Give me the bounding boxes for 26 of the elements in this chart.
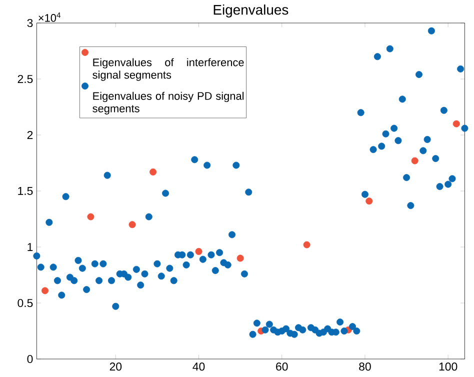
y-tick-label: 1.5	[18, 187, 33, 195]
x-tick-label: 60	[276, 362, 288, 371]
point	[128, 221, 136, 228]
legend-label: Eigenvalues of interference signal segments	[92, 58, 244, 81]
point	[42, 287, 49, 294]
point	[236, 254, 244, 262]
y-tick-label: 0.5	[18, 298, 33, 308]
y-tick-label: 1	[28, 243, 33, 251]
point	[303, 241, 310, 248]
x-tick-label: 40	[192, 362, 205, 371]
x-tick-label: 100	[439, 362, 458, 371]
legend-label: Eigenvalues of noisy PD signal segments	[92, 92, 244, 114]
point	[452, 120, 460, 128]
point	[87, 213, 94, 220]
text: ×10$^{4}$	[38, 12, 61, 22]
point	[366, 198, 373, 205]
chart-title: Eigenvalues	[214, 4, 288, 18]
x-tick-label: 80	[359, 362, 371, 371]
point	[150, 168, 157, 176]
y-tick-label: 3	[27, 18, 33, 28]
point	[411, 157, 418, 164]
point	[195, 248, 202, 255]
y-tick-label: 2.5	[18, 74, 33, 84]
y-tick-label: 0	[27, 354, 33, 364]
x-tick-label: 20	[110, 362, 122, 371]
y-tick-label: 2	[27, 131, 33, 139]
